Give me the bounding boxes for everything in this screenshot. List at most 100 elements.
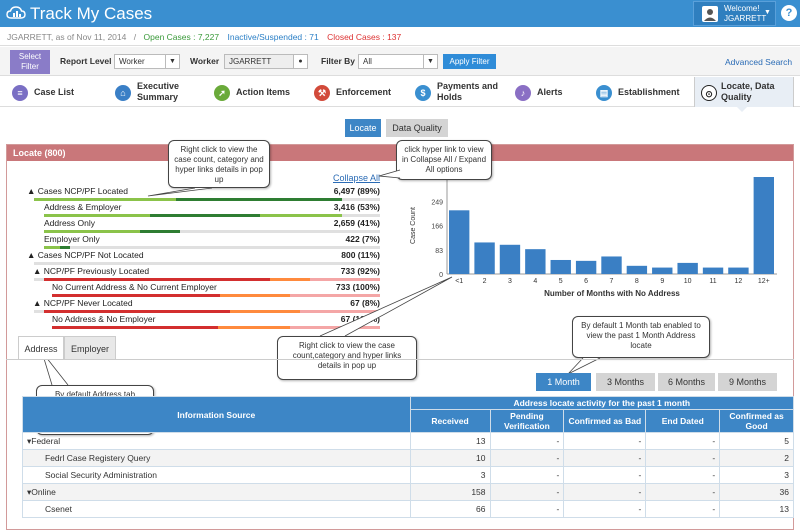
nav-executive-summary[interactable]: ⌂ Executive Summary [115,77,205,107]
tree-row-label[interactable]: ▲ NCP/PF Previously Located [33,266,150,276]
source-cell: Csenet [22,500,411,518]
value-cell: 2 [719,449,794,467]
col-confirmed-good[interactable]: Confirmed as Good [719,409,794,433]
tab-address[interactable]: Address [18,336,64,360]
tree-row-label[interactable]: ▲ Cases NCP/PF Located [27,186,129,196]
value-cell: - [489,432,565,450]
nav-alerts[interactable]: ♪ Alerts [515,77,585,107]
nav-enforcement[interactable]: ⚒ Enforcement [314,77,404,107]
separator: / [133,32,137,42]
value-cell: - [489,500,565,518]
user-menu[interactable]: Welcome! JGARRETT ▼ [693,1,776,26]
report-level-select[interactable]: Worker ▼ [114,54,180,69]
table-row[interactable]: Csenet 66- - -13 [22,500,794,518]
closed-cases-link[interactable]: Closed Cases : 137 [327,32,402,42]
col-received[interactable]: Received [409,409,491,433]
tree-row-value[interactable]: 800 (11%) [341,250,380,260]
tree-row-value[interactable]: 6,497 (89%) [333,186,380,196]
nav-label: Locate, Data Quality [721,81,775,102]
source-cell[interactable]: ▾Online [22,483,411,501]
worker-field[interactable]: JGARRETT ● [224,54,308,69]
tree-row-value[interactable]: 3,416 (53%) [333,202,380,212]
col-confirmed-bad[interactable]: Confirmed as Bad [563,409,647,433]
tree-row-value[interactable]: 422 (7%) [345,234,381,244]
value-cell: - [645,466,721,484]
nav-establishment[interactable]: ▤ Establishment [596,77,686,107]
apply-filter-button[interactable]: Apply Filter [443,54,496,69]
tab-6-months[interactable]: 6 Months [658,373,715,391]
cloud-logo-icon [6,6,26,19]
tree-row-bar-segment [270,278,310,281]
location-pin-icon: ⊙ [701,85,717,101]
nav-label: Alerts [537,86,563,97]
table-row[interactable]: Fedrl Case Registery Query 10- - -2 [22,449,794,467]
nav-case-list[interactable]: ≡ Case List [12,77,102,107]
tree-row-label[interactable]: ▲ Cases NCP/PF Not Located [27,250,144,260]
tab-9-months[interactable]: 9 Months [718,373,777,391]
tree-row-value[interactable]: 2,659 (41%) [333,218,380,228]
collapse-all-link[interactable]: Collapse All [333,173,381,183]
chart-bar [728,267,749,274]
person-icon[interactable]: ● [293,55,307,68]
col-end-dated[interactable]: End Dated [645,409,721,433]
tab-1-month[interactable]: 1 Month [536,373,591,391]
tree-row-bar-segment [310,278,380,281]
help-button[interactable]: ? [781,5,797,21]
tree-row-label[interactable]: Address Only [44,218,96,228]
value-cell: - [489,466,565,484]
callout-right-click-chart: Right click to view the case count,categ… [277,336,417,380]
user-name: JGARRETT [724,14,767,23]
chart-bar [626,265,648,274]
tree-row-value[interactable]: 67 (8%) [350,298,380,308]
advanced-search-link[interactable]: Advanced Search [725,57,793,67]
filter-by-value: All [363,57,372,66]
tree-row-value[interactable]: 733 (100%) [336,282,380,292]
tree-row-label[interactable]: No Current Address & No Current Employer [52,282,217,292]
nav-locate-data-quality[interactable]: ⊙ Locate, Data Quality [694,77,794,107]
tree-row-label[interactable]: ▲ NCP/PF Never Located [33,298,133,308]
source-cell: Social Security Administration [22,466,411,484]
tree-row-label[interactable]: Employer Only [44,234,100,244]
source-cell[interactable]: ▾Federal [22,432,411,450]
nav-label: Enforcement [336,86,392,97]
chart-bar [499,244,521,274]
callout-month-tab: By default 1 Month tab enabled to view t… [572,316,710,358]
table-group-row[interactable]: ▾Online 158- - -36 [22,483,794,501]
building-icon: ▤ [596,85,612,101]
list-icon: ≡ [12,85,28,101]
tab-employer[interactable]: Employer [64,336,116,360]
address-activity-grid: Information Source Address locate activi… [22,396,795,518]
tab-locate[interactable]: Locate [345,119,381,137]
case-summary-bar: JGARRETT, as of Nov 11, 2014 / Open Case… [0,28,800,46]
nav-payments-holds[interactable]: $ Payments and Holds [415,77,505,107]
table-row[interactable]: Social Security Administration 3- - -3 [22,466,794,484]
select-filter-button[interactable]: Select Filter [10,50,50,74]
open-cases-link[interactable]: Open Cases : 7,227 [143,32,220,42]
value-cell: - [563,500,647,518]
x-tick-label: 3 [508,278,512,285]
app-header: Track My Cases Welcome! JGARRETT ▼ ? [0,0,800,27]
tree-row-label[interactable]: Address & Employer [44,202,122,212]
chart-bar [550,259,571,274]
col-pending-verification[interactable]: Pending Verification [489,409,565,433]
grid-group-header: Address locate activity for the past 1 m… [409,396,795,410]
inactive-cases-link[interactable]: Inactive/Suspended : 71 [227,32,319,42]
value-cell: 36 [719,483,794,501]
col-information-source[interactable]: Information Source [22,396,411,433]
value-cell: 13 [409,432,491,450]
value-cell: - [563,483,647,501]
tab-data-quality[interactable]: Data Quality [386,119,448,137]
tree-row-bar-segment [300,310,380,313]
tree-row-bar-segment [52,294,380,297]
table-group-row[interactable]: ▾Federal 13- - -5 [22,432,794,450]
tab-3-months[interactable]: 3 Months [596,373,655,391]
tree-row-bar-segment [44,230,180,233]
tree-row-bar-segment [220,294,290,297]
tree-row-label[interactable]: No Address & No Employer [52,314,156,324]
nav-action-items[interactable]: ➚ Action Items [214,77,304,107]
tree-row-bar-track [44,246,380,249]
value-cell: - [645,432,721,450]
tree-row-value[interactable]: 733 (92%) [340,266,380,276]
filter-by-select[interactable]: All ▼ [358,54,438,69]
